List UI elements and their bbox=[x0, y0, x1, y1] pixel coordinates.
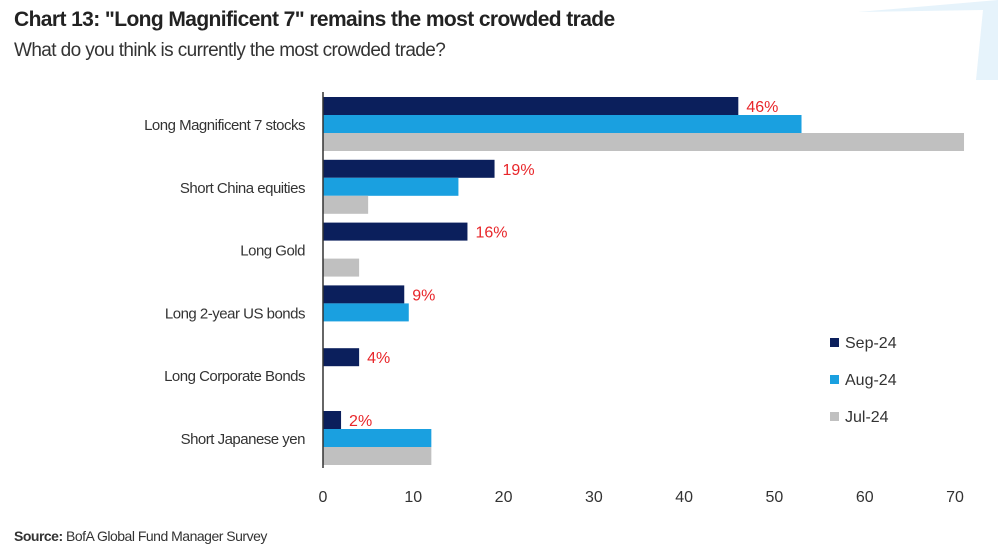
x-tick-label: 70 bbox=[946, 489, 964, 506]
data-label: 4% bbox=[367, 350, 390, 367]
bar-sep-24 bbox=[323, 348, 360, 367]
x-tick-label: 10 bbox=[404, 489, 422, 506]
chart-subtitle: What do you think is currently the most … bbox=[14, 40, 446, 61]
x-tick-label: 50 bbox=[766, 489, 784, 506]
data-label: 9% bbox=[412, 287, 435, 304]
bar-sep-24 bbox=[323, 97, 739, 115]
x-tick-label: 20 bbox=[495, 489, 513, 506]
category-label: Long 2-year US bonds bbox=[165, 305, 305, 322]
legend-swatch bbox=[830, 338, 839, 347]
legend-label: Sep-24 bbox=[845, 335, 897, 352]
chart-title: Chart 13: "Long Magnificent 7" remains t… bbox=[14, 8, 615, 31]
bar-sep-24 bbox=[323, 222, 468, 241]
bar-aug-24 bbox=[323, 115, 802, 133]
bar-aug-24 bbox=[323, 429, 432, 447]
bar-jul-24 bbox=[323, 258, 360, 277]
legend-swatch bbox=[830, 412, 839, 421]
x-tick-label: 0 bbox=[319, 489, 328, 506]
bar-aug-24 bbox=[323, 303, 409, 322]
data-label: 2% bbox=[349, 413, 372, 430]
bar-aug-24 bbox=[323, 177, 459, 196]
source-note: Source: BofA Global Fund Manager Survey bbox=[14, 528, 267, 544]
bar-jul-24 bbox=[323, 133, 965, 151]
category-label: Short Japanese yen bbox=[181, 431, 306, 448]
source-label: Source: bbox=[14, 528, 63, 544]
category-label: Long Magnificent 7 stocks bbox=[144, 117, 305, 134]
data-label: 46% bbox=[746, 99, 778, 116]
source-text: BofA Global Fund Manager Survey bbox=[66, 528, 267, 544]
bar-sep-24 bbox=[323, 411, 342, 429]
legend-label: Aug-24 bbox=[845, 372, 897, 389]
bar-jul-24 bbox=[323, 195, 369, 214]
legend-label: Jul-24 bbox=[845, 409, 889, 426]
decorative-corner-shape bbox=[858, 0, 998, 80]
bar-jul-24 bbox=[323, 447, 432, 465]
data-label: 16% bbox=[475, 225, 507, 242]
bar-sep-24 bbox=[323, 159, 495, 178]
category-label: Long Gold bbox=[240, 243, 305, 260]
x-tick-label: 30 bbox=[585, 489, 603, 506]
x-tick-label: 60 bbox=[856, 489, 874, 506]
x-tick-label: 40 bbox=[675, 489, 693, 506]
category-label: Long Corporate Bonds bbox=[164, 368, 305, 385]
data-label: 19% bbox=[503, 162, 535, 179]
bar-sep-24 bbox=[323, 285, 405, 304]
legend-swatch bbox=[830, 375, 839, 384]
category-label: Short China equities bbox=[180, 180, 305, 197]
